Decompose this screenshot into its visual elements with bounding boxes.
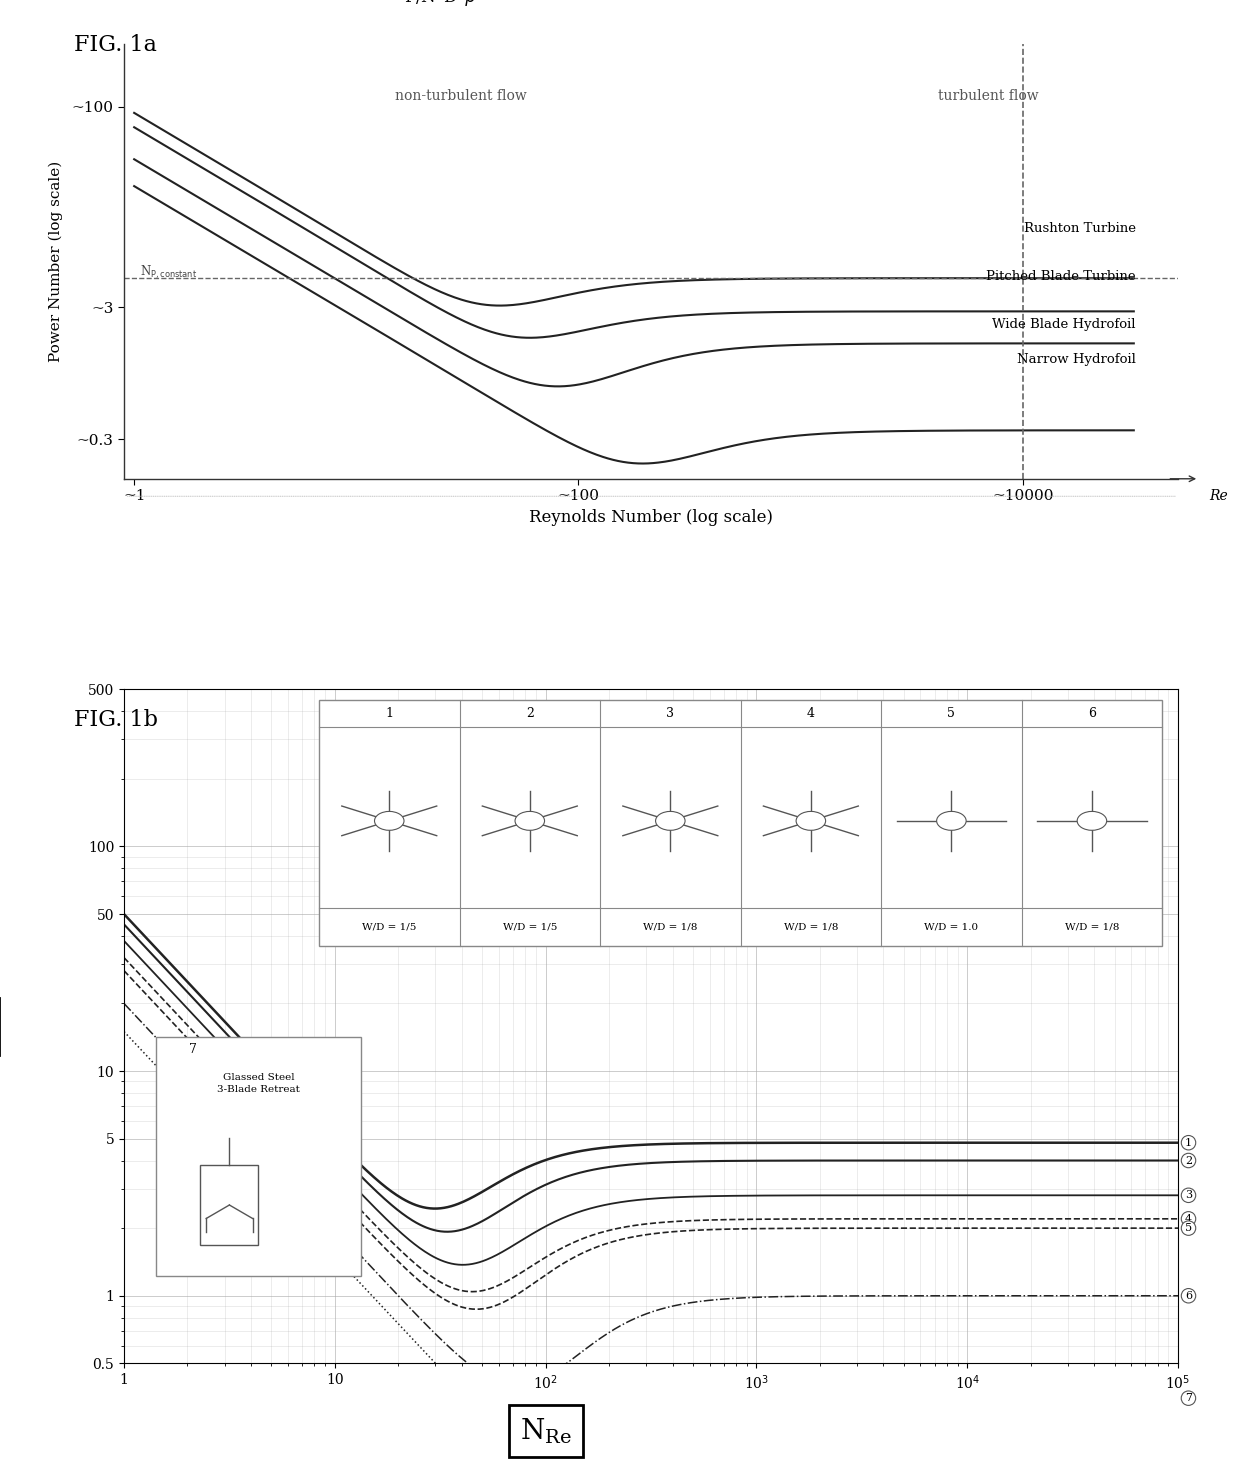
Text: W/D = 1/8: W/D = 1/8 — [644, 922, 698, 932]
Y-axis label: Power Number (log scale): Power Number (log scale) — [48, 161, 63, 362]
Text: 1: 1 — [386, 707, 393, 720]
Text: W/D = 1.0: W/D = 1.0 — [924, 922, 978, 932]
Text: 3: 3 — [1185, 1190, 1192, 1201]
Circle shape — [1078, 811, 1106, 830]
Text: FIG. 1a: FIG. 1a — [74, 34, 157, 56]
Bar — [156, 1036, 361, 1275]
Circle shape — [374, 811, 404, 830]
Text: N$_{\rm P, constant}$: N$_{\rm P, constant}$ — [140, 264, 197, 281]
Text: Wide Blade Hydrofoil: Wide Blade Hydrofoil — [992, 318, 1136, 331]
Text: non-turbulent flow: non-turbulent flow — [396, 89, 527, 103]
Text: 7: 7 — [188, 1044, 196, 1057]
Circle shape — [796, 811, 826, 830]
Text: 4: 4 — [1185, 1214, 1192, 1224]
Text: turbulent flow: turbulent flow — [937, 89, 1039, 103]
Text: Rushton Turbine: Rushton Turbine — [1024, 223, 1136, 235]
Text: W/D = 1/5: W/D = 1/5 — [362, 922, 417, 932]
Text: 2: 2 — [526, 707, 533, 720]
Text: W/D = 1/8: W/D = 1/8 — [1065, 922, 1120, 932]
Text: Pitched Blade Turbine: Pitched Blade Turbine — [986, 270, 1136, 283]
Text: Narrow Hydrofoil: Narrow Hydrofoil — [1017, 353, 1136, 365]
Bar — [319, 699, 1162, 946]
Text: P/N$^3$D$^5\rho$: P/N$^3$D$^5\rho$ — [403, 0, 477, 9]
X-axis label: Reynolds Number (log scale): Reynolds Number (log scale) — [529, 509, 773, 526]
Text: 4: 4 — [807, 707, 815, 720]
Text: W/D = 1/5: W/D = 1/5 — [502, 922, 557, 932]
Text: 6: 6 — [1185, 1290, 1192, 1300]
Text: W/D = 1/8: W/D = 1/8 — [784, 922, 838, 932]
Text: 6: 6 — [1087, 707, 1096, 720]
Text: 3: 3 — [666, 707, 675, 720]
Circle shape — [656, 811, 684, 830]
Text: 1: 1 — [1185, 1138, 1192, 1148]
Text: 2: 2 — [1185, 1155, 1192, 1165]
Text: Re: Re — [1210, 490, 1229, 503]
Circle shape — [936, 811, 966, 830]
Text: FIG. 1b: FIG. 1b — [74, 708, 159, 730]
Bar — [201, 1164, 258, 1246]
Text: 7: 7 — [1185, 1393, 1192, 1403]
Text: N$_\mathregular{Re}$: N$_\mathregular{Re}$ — [520, 1416, 572, 1445]
Circle shape — [515, 811, 544, 830]
Text: Glassed Steel
3-Blade Retreat: Glassed Steel 3-Blade Retreat — [217, 1073, 300, 1094]
Text: 5: 5 — [1185, 1223, 1192, 1233]
Text: 5: 5 — [947, 707, 955, 720]
